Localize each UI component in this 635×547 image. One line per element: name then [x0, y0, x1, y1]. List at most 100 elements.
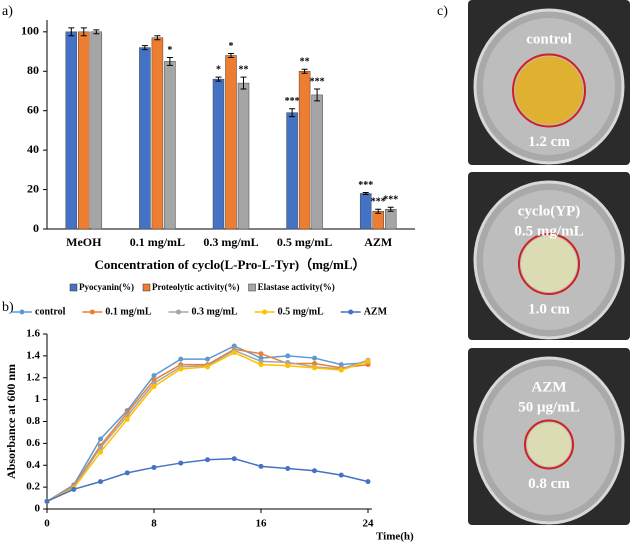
significance: ** [239, 64, 249, 75]
y-tick-label: 40 [27, 142, 39, 156]
legend-marker [19, 309, 25, 315]
marker [98, 479, 103, 485]
marker [151, 464, 157, 470]
legend-label: Pyocyanin(%) [79, 282, 134, 292]
marker [178, 366, 184, 372]
legend-swatch [248, 283, 256, 292]
line [46, 348, 369, 502]
legend-swatch [142, 283, 151, 292]
error-bar [314, 88, 321, 102]
colony [521, 236, 577, 292]
line [46, 457, 369, 503]
x-tick-label: AZM [364, 235, 392, 249]
plate-label: 0.8 cm [528, 476, 570, 492]
marker [338, 472, 344, 478]
significance: *** [310, 76, 325, 87]
y-tick-label: 0.6 [26, 437, 40, 449]
bar [384, 209, 397, 230]
marker [124, 470, 130, 476]
marker [312, 355, 317, 361]
bar [286, 112, 298, 230]
marker [44, 498, 50, 504]
marker [98, 445, 103, 451]
y-tick-label: 1.2 [26, 371, 40, 383]
marker [231, 350, 237, 356]
error-bar [141, 45, 148, 51]
y-axis-title: Absorbance at 600 nm [4, 364, 18, 479]
colony [527, 422, 571, 467]
error-bar [93, 29, 100, 35]
legend-marker [89, 309, 95, 315]
legend-label: Elastase activity(%) [258, 282, 335, 292]
error-bar [166, 56, 173, 66]
x-axis-title: Time(h) [376, 531, 414, 543]
marker [205, 457, 210, 463]
panel-label: c) [437, 4, 448, 19]
y-tick-label: 80 [27, 63, 39, 77]
marker [124, 416, 130, 422]
bar [359, 193, 372, 230]
bar [311, 94, 323, 230]
bar [212, 78, 225, 230]
zone-ring [524, 419, 574, 470]
plate-label: 1.0 cm [528, 301, 570, 317]
error-bar [68, 27, 75, 37]
significance: * [167, 45, 172, 56]
y-tick-label: 20 [27, 181, 39, 195]
error-bar [215, 76, 222, 82]
x-tick-label: 0.3 mg/mL [203, 235, 258, 249]
y-tick-label: 0 [35, 503, 41, 515]
y-tick-label: 0.2 [26, 481, 40, 493]
bar [237, 82, 250, 230]
significance: * [229, 41, 234, 52]
error-bar [387, 206, 394, 212]
y-tick-label: 100 [21, 24, 39, 38]
y-tick-label: 0.8 [26, 415, 40, 427]
line [46, 349, 369, 503]
x-tick-label: MeOH [66, 235, 102, 249]
plate-label: 0.5 mg/mL [514, 223, 583, 239]
marker [285, 363, 291, 369]
y-tick-label: 1 [35, 393, 41, 405]
legend-marker [175, 309, 181, 315]
marker [258, 351, 264, 357]
panel-label: b) [2, 300, 14, 315]
x-tick-label: 24 [363, 518, 375, 530]
marker [98, 449, 103, 455]
marker [365, 479, 371, 485]
x-tick-label: 16 [256, 518, 268, 530]
panel-label: a) [2, 4, 13, 19]
legend-marker [262, 309, 268, 315]
bar [65, 31, 78, 230]
marker [178, 460, 184, 466]
significance: *** [285, 96, 300, 107]
marker [285, 466, 291, 472]
marker [258, 362, 264, 368]
error-bar [80, 27, 87, 37]
marker [151, 384, 157, 389]
significance: *** [371, 197, 386, 208]
legend-label: 0.1 mg/mL [105, 306, 151, 317]
marker [178, 356, 184, 362]
marker [285, 353, 291, 359]
zone-ring [518, 233, 580, 295]
error-bar [301, 68, 308, 74]
x-tick-label: 0.5 mg/mL [277, 235, 332, 249]
marker [98, 436, 103, 442]
plate-label: AZM [532, 379, 567, 395]
error-bar [375, 208, 382, 214]
plate-label: cyclo(YP) [518, 203, 580, 219]
y-tick-label: 60 [27, 102, 39, 116]
significance: ** [300, 57, 310, 68]
plate-label: 50 μg/mL [518, 399, 579, 415]
y-tick-label: 1.4 [26, 349, 40, 361]
bar [164, 61, 176, 230]
error-bar [289, 108, 296, 118]
marker [338, 367, 344, 373]
marker [71, 486, 77, 492]
x-tick-label: 0 [44, 518, 50, 530]
marker [205, 364, 210, 370]
bar [90, 31, 103, 230]
legend-label: Proteolytic activity(%) [152, 282, 240, 292]
